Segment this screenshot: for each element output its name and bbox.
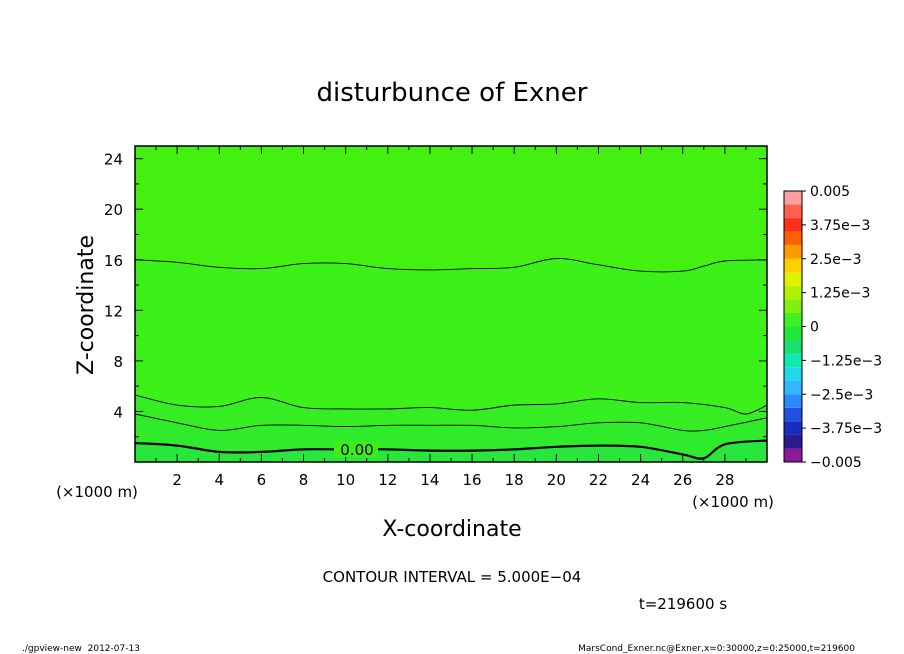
- contour-line: [135, 439, 767, 460]
- colorbar-label: 1.25e−3: [810, 286, 870, 302]
- contour-line: [135, 413, 767, 432]
- x-unit-left: (×1000 m): [56, 483, 138, 501]
- x-unit-right: (×1000 m): [692, 493, 774, 511]
- colorbar-swatch: [784, 353, 802, 368]
- x-tick-label: 18: [505, 471, 524, 489]
- colorbar-label: −1.25e−3: [810, 353, 882, 369]
- x-tick-label: 16: [463, 471, 482, 489]
- x-tick-label: 28: [715, 471, 734, 489]
- colorbar-swatch: [784, 340, 802, 354]
- contour-interval: CONTOUR INTERVAL = 5.000E−04: [323, 568, 582, 586]
- x-tick-label: 20: [547, 471, 566, 489]
- colorbar-swatch: [784, 231, 802, 246]
- colorbar-label: −0.005: [810, 455, 862, 471]
- x-tick-label: 26: [673, 471, 692, 489]
- contour-label-bg: [334, 441, 378, 457]
- x-tick-label: 8: [299, 471, 309, 489]
- colorbar-swatch: [784, 448, 802, 462]
- x-tick-label: 2: [172, 471, 182, 489]
- y-axis-label: Z-coordinate: [74, 235, 99, 375]
- y-tick-label: 4: [113, 403, 123, 421]
- y-tick-label: 8: [113, 353, 123, 371]
- colorbar-label: 0: [810, 320, 819, 336]
- x-axis-label: X-coordinate: [382, 517, 521, 542]
- x-tick-label: 14: [420, 471, 439, 489]
- x-tick-label: 22: [589, 471, 608, 489]
- colorbar-swatch: [784, 394, 802, 408]
- footer-right: MarsCond_Exner.nc@Exner,x=0:30000,z=0:25…: [578, 644, 855, 654]
- x-tick-label: 24: [631, 471, 650, 489]
- time-label: t=219600 s: [639, 595, 727, 613]
- y-tick-label: 20: [104, 201, 123, 219]
- footer-left: ./gpview-new 2012-07-13: [22, 644, 140, 654]
- colorbar-swatch: [784, 218, 802, 232]
- colorbar-swatch: [784, 367, 802, 381]
- chart-title: disturbunce of Exner: [317, 78, 588, 108]
- colorbar-label: 3.75e−3: [810, 218, 870, 234]
- contour-label: 0.00: [340, 441, 373, 459]
- y-tick-label: 16: [104, 252, 123, 270]
- colorbar-label: −3.75e−3: [810, 421, 882, 437]
- colorbar-swatch: [784, 312, 802, 327]
- colorbar-swatch: [784, 299, 802, 313]
- colorbar-swatch: [784, 326, 802, 341]
- x-tick-label: 12: [378, 471, 397, 489]
- colorbar-label: −2.5e−3: [810, 387, 873, 403]
- y-tick-label: 12: [104, 302, 123, 320]
- x-tick-label: 6: [257, 471, 267, 489]
- colorbar-swatch: [784, 191, 802, 205]
- colorbar-swatch: [784, 245, 802, 259]
- colorbar-label: 2.5e−3: [810, 252, 862, 268]
- colorbar-swatch: [784, 407, 802, 422]
- colorbar-swatch: [784, 285, 802, 300]
- contour-line: [135, 258, 767, 273]
- contour-line: [135, 394, 767, 415]
- colorbar-swatch: [784, 380, 802, 395]
- colorbar-swatch: [784, 421, 802, 435]
- colorbar-swatch: [784, 434, 802, 449]
- x-tick-label: 4: [214, 471, 224, 489]
- colorbar-swatch: [784, 204, 802, 219]
- colorbar-swatch: [784, 258, 802, 273]
- y-tick-label: 24: [104, 151, 123, 169]
- colorbar-swatch: [784, 272, 802, 286]
- x-tick-label: 10: [336, 471, 355, 489]
- colorbar-label: 0.005: [810, 184, 850, 200]
